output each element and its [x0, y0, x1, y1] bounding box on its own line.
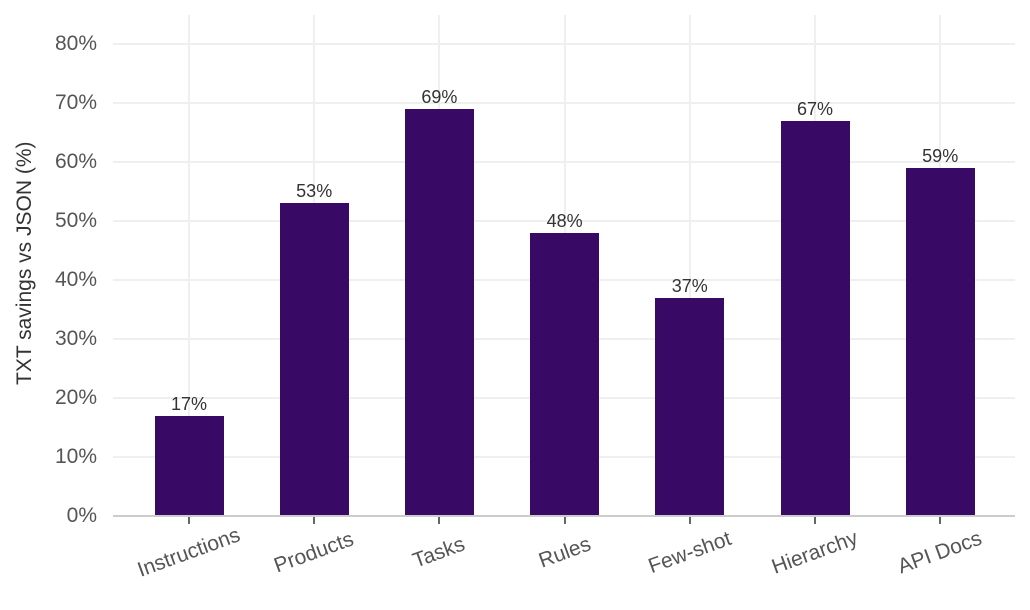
y-tick-label: 50%: [54, 209, 97, 232]
bar-value-label: 37%: [671, 275, 708, 296]
bar-value-label: 17%: [170, 393, 208, 414]
x-axis-line: [113, 515, 1015, 517]
x-tick-mark: [313, 517, 316, 524]
bar-products: [279, 203, 349, 516]
bar-value-label: 59%: [922, 145, 959, 166]
x-tick-mark: [563, 517, 566, 524]
x-tick-mark: [438, 517, 441, 524]
y-tick-label: 20%: [54, 386, 97, 409]
y-tick-label: 80%: [54, 32, 97, 55]
y-tick-label: 10%: [54, 445, 97, 468]
bar-value-label: 69%: [421, 86, 458, 107]
bar-value-label: 48%: [546, 210, 583, 231]
gridline-vertical: [688, 15, 691, 516]
bar-rules: [530, 232, 600, 516]
x-tick-mark: [688, 517, 691, 524]
bar-api-docs: [905, 167, 975, 516]
bar-few-shot: [655, 297, 725, 516]
bar-value-label: 53%: [296, 181, 333, 202]
x-tick-mark: [188, 517, 190, 524]
gridline-vertical: [188, 15, 190, 516]
bar-instructions: [154, 415, 224, 516]
bar-value-label: 67%: [796, 98, 834, 119]
x-tick-mark: [814, 517, 816, 524]
y-tick-label: 30%: [54, 327, 97, 350]
y-tick-label: 60%: [54, 150, 97, 173]
x-tick-mark: [939, 517, 942, 524]
y-tick-label: 40%: [54, 268, 97, 291]
bar-hierarchy: [780, 120, 850, 516]
bar-tasks: [404, 108, 474, 516]
y-tick-label: 70%: [54, 91, 97, 114]
y-tick-label: 0%: [66, 504, 97, 527]
